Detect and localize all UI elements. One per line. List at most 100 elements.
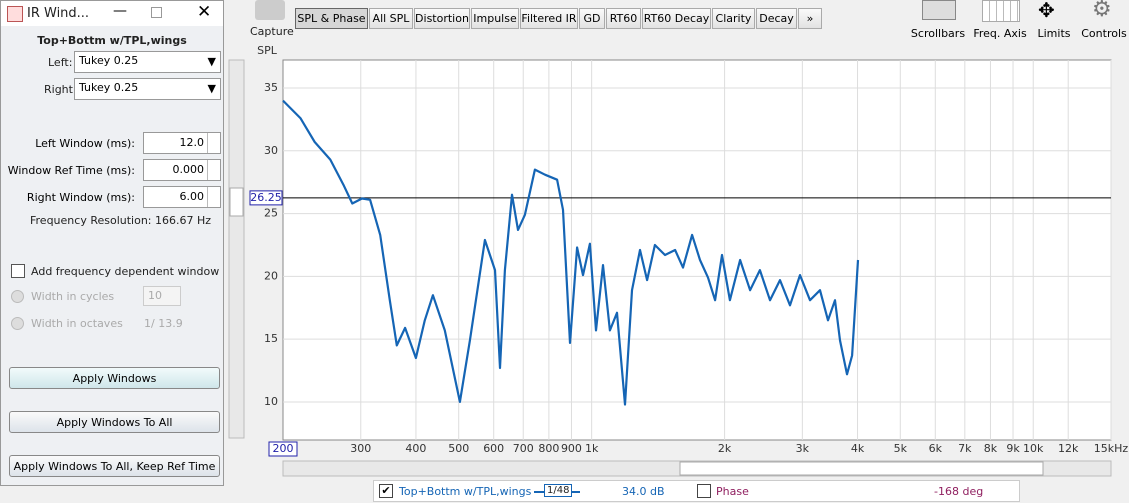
legend-bar: ✔ Top+Bottm w/TPL,wings 1/48 34.0 dB Pha…	[373, 480, 1020, 502]
minimize[interactable]: —	[113, 3, 127, 19]
x-tick-label: 10k	[1023, 442, 1044, 455]
x-tick-label: 7k	[958, 442, 972, 455]
field-box[interactable]: 6.00	[143, 186, 221, 208]
field-label: Window Ref Time (ms):	[7, 164, 135, 177]
x-tick-label: 15kHz	[1094, 442, 1129, 455]
smoothing[interactable]: 1/48	[544, 484, 573, 497]
tab[interactable]: Filtered IR	[520, 8, 578, 29]
checkbox[interactable]	[697, 484, 711, 498]
checkbox[interactable]: ✔	[379, 484, 393, 498]
spinner[interactable]	[207, 160, 220, 180]
cycles-value: 10	[148, 289, 162, 302]
x-tick-label: 600	[483, 442, 504, 455]
tool-label[interactable]: Limits	[1037, 27, 1071, 40]
y-axis-label: SPL	[257, 44, 278, 57]
y-tick-label: 15	[264, 332, 278, 345]
button[interactable]: Apply Windows To All	[9, 411, 220, 433]
x-tick-label: 800	[538, 442, 559, 455]
tab[interactable]: All SPL	[369, 8, 413, 29]
spinner[interactable]	[207, 133, 220, 153]
phase-name: Phase	[716, 485, 749, 498]
cursor-box	[268, 441, 298, 457]
window-title: IR Wind...	[27, 6, 90, 21]
right-label: Right:	[44, 83, 77, 96]
field-value: 6.00	[179, 190, 205, 203]
field-box[interactable]: 12.0	[143, 132, 221, 154]
right-value: Tukey 0.25	[79, 81, 139, 94]
tab[interactable]: Impulse	[471, 8, 519, 29]
tab[interactable]: Clarity	[712, 8, 755, 29]
x-tick-label: 2k	[718, 442, 732, 455]
cursor-y-label: 26.25	[250, 191, 282, 204]
x-tick-label: 6k	[929, 442, 943, 455]
x-tick-label: 900	[561, 442, 582, 455]
tab[interactable]: Decay	[756, 8, 797, 29]
left-value: Tukey 0.25	[79, 54, 139, 67]
v-scroll-thumb[interactable]	[229, 187, 244, 217]
limits-icon[interactable]: ✥	[1038, 0, 1055, 22]
controls-icon[interactable]: ⚙	[1092, 0, 1112, 22]
x-tick-label: 4k	[851, 442, 865, 455]
x-tick-label: 500	[448, 442, 469, 455]
field-label: Right Window (ms):	[26, 191, 135, 204]
freq-axis-icon[interactable]	[982, 0, 1020, 22]
cursor-box	[249, 190, 283, 206]
spl-curve	[282, 99, 860, 406]
v-scrollbar[interactable]	[228, 59, 245, 439]
cycles-spinner[interactable]: 10	[143, 286, 181, 306]
capture-icon[interactable]	[255, 0, 285, 20]
cursor-x-label: 200	[273, 442, 294, 455]
left-dropdown[interactable]: Tukey 0.25 ▼	[74, 51, 221, 73]
button[interactable]: Apply Windows	[9, 367, 220, 389]
freq-dependent-label: Add frequency dependent window	[31, 265, 220, 278]
close[interactable]: ✕	[197, 2, 212, 22]
cycles-label: Width in cycles	[31, 290, 115, 303]
y-tick-label: 10	[264, 395, 278, 408]
phase-value: -168 deg	[934, 485, 984, 498]
x-tick-label: 300	[350, 442, 371, 455]
legend-name: Top+Bottm w/TPL,wings	[399, 485, 532, 498]
tab[interactable]: Distortion	[414, 8, 470, 29]
right-dropdown[interactable]: Tukey 0.25 ▼	[74, 78, 221, 100]
frequency-resolution: Frequency Resolution: 166.67 Hz	[30, 214, 212, 227]
x-tick-label: 9k	[1006, 442, 1020, 455]
tool-label[interactable]: Controls	[1081, 27, 1127, 40]
octaves-value: 1/ 13.9	[144, 317, 183, 330]
tab[interactable]: SPL & Phase	[295, 8, 368, 29]
field-value: 0.000	[172, 163, 205, 176]
y-tick-label: 20	[264, 269, 278, 282]
scrollbars-icon[interactable]	[922, 0, 956, 20]
x-tick-label: 8k	[984, 442, 998, 455]
app-icon	[7, 6, 23, 22]
button[interactable]: Apply Windows To All, Keep Ref Time	[9, 455, 220, 477]
tab[interactable]: RT60	[606, 8, 641, 29]
checkbox[interactable]	[11, 264, 25, 278]
x-tick-label: 12k	[1058, 442, 1079, 455]
spinner[interactable]	[207, 187, 220, 207]
title-bar: IR Wind... — ✕	[1, 1, 223, 26]
measurement-name: Top+Bottm w/TPL,wings	[37, 34, 187, 47]
field-value: 12.0	[179, 136, 205, 149]
y-tick-label: 30	[264, 144, 278, 157]
radio[interactable]	[11, 317, 24, 330]
radio[interactable]	[11, 290, 24, 303]
x-tick-label: 400	[405, 442, 426, 455]
ir-window: IR Wind... — ✕ Top+Bottm w/TPL,wings Lef…	[0, 0, 224, 486]
left-label: Left:	[48, 56, 73, 69]
y-tick-label: 35	[264, 81, 278, 94]
tab[interactable]: »	[798, 8, 822, 29]
tool-label[interactable]: Freq. Axis	[973, 27, 1027, 40]
field-box[interactable]: 0.000	[143, 159, 221, 181]
capture-label: Capture	[250, 25, 294, 38]
tab[interactable]: GD	[579, 8, 605, 29]
octaves-label: Width in octaves	[31, 317, 123, 330]
x-tick-label: 3k	[796, 442, 810, 455]
tool-label[interactable]: Scrollbars	[910, 27, 966, 40]
tab[interactable]: RT60 Decay	[642, 8, 711, 29]
h-scroll-thumb[interactable]	[679, 461, 1044, 476]
x-tick-label: 1k	[585, 442, 599, 455]
maximize[interactable]	[151, 7, 162, 18]
